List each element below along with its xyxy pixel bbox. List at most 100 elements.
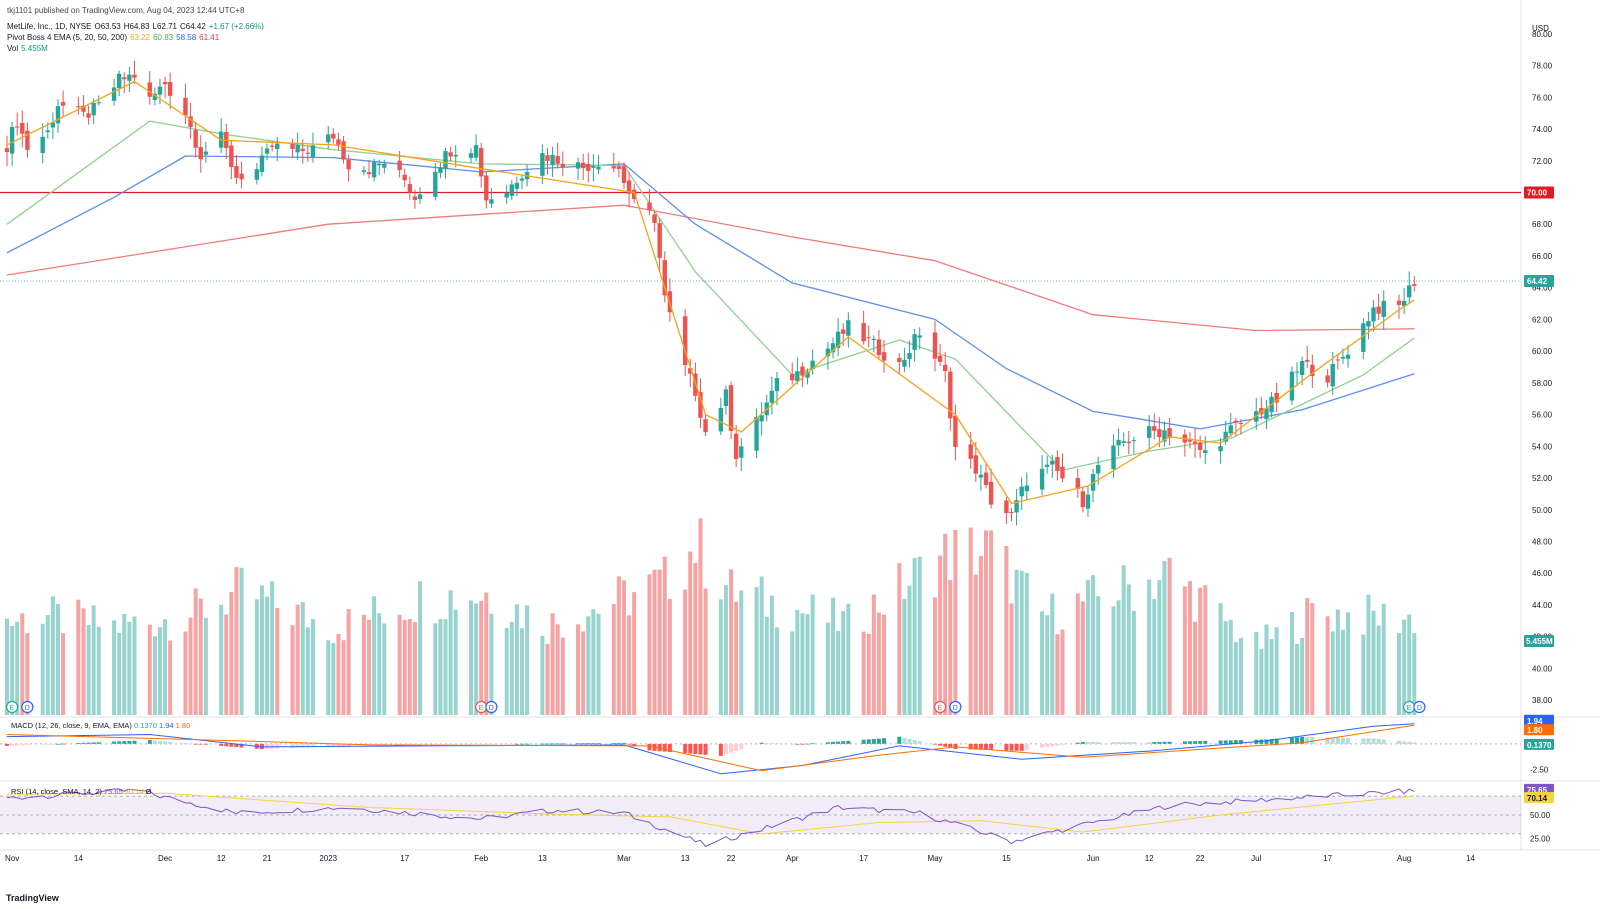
- candle-body: [1146, 426, 1152, 438]
- macd-hist-bar: [596, 743, 601, 744]
- macd-hist-bar: [1091, 741, 1096, 744]
- macd-hist-bar: [1193, 741, 1198, 744]
- volume-bar: [40, 623, 45, 715]
- volume-bar: [627, 615, 632, 715]
- candle-body: [1381, 300, 1386, 317]
- volume-bar: [790, 631, 795, 715]
- macd-hist-bar: [943, 743, 948, 747]
- volume-bar: [1228, 619, 1233, 715]
- volume-bar: [1060, 629, 1065, 715]
- macd-hist-bar: [718, 743, 723, 756]
- macd-hist-bar: [586, 743, 591, 745]
- macd-hist-bar: [382, 743, 387, 746]
- price-tick-label: 78.00: [1532, 62, 1553, 71]
- macd-hist-bar: [989, 743, 994, 750]
- candle-body: [1167, 428, 1172, 438]
- macd-hist-bar: [693, 743, 698, 754]
- symbol-name[interactable]: MetLife, Inc., 1D, NYSE: [7, 22, 92, 31]
- macd-hist-bar: [163, 741, 168, 744]
- volume-bar: [509, 621, 514, 715]
- macd-hist-bar: [61, 743, 66, 745]
- publish-info: tkj1101 published on TradingView.com, Au…: [7, 6, 245, 15]
- candle-body: [468, 153, 474, 159]
- volume-bar: [504, 627, 509, 715]
- candle-body: [76, 106, 81, 108]
- candle-body: [162, 81, 168, 85]
- volume-bar: [1162, 560, 1167, 715]
- candle-body: [412, 196, 418, 200]
- volume-bar: [540, 635, 545, 715]
- volume-bar: [1335, 609, 1340, 715]
- price-tick-label: 74.00: [1532, 125, 1553, 134]
- macd-hist-bar: [739, 743, 744, 750]
- volume-bar: [61, 633, 66, 715]
- macd-hist-bar: [331, 743, 336, 747]
- ema-legend[interactable]: Pivot Boss 4 EMA (5, 20, 50, 200) 63.22 60…: [7, 33, 222, 43]
- candle-body: [1019, 486, 1024, 497]
- macd-hist-bar: [769, 743, 774, 744]
- ema50-line: [6, 155, 1415, 430]
- macd-value-tag: [1524, 714, 1554, 726]
- tradingview-logo[interactable]: TradingView: [6, 893, 59, 903]
- date-tick-label: 13: [681, 854, 690, 863]
- volume-bar: [897, 563, 902, 715]
- volume-bar: [1187, 581, 1192, 715]
- macd-hist-bar: [525, 743, 530, 745]
- candle-body: [443, 151, 448, 169]
- candle-body: [1335, 359, 1341, 361]
- rsi-tick-label: 25.00: [1530, 835, 1551, 844]
- candle-body: [14, 126, 20, 128]
- volume-bar: [1152, 599, 1157, 715]
- macd-hist-bar: [275, 743, 280, 749]
- candle-body: [611, 166, 616, 169]
- macd-hist-bar: [290, 743, 295, 749]
- volume-bar: [989, 530, 994, 715]
- macd-hist-bar: [800, 743, 805, 745]
- macd-hist-bar: [55, 743, 60, 745]
- volume-bar: [50, 596, 55, 715]
- volume-bar: [718, 599, 723, 715]
- macd-hist-bar: [1295, 737, 1300, 744]
- date-tick-label: Apr: [786, 854, 799, 863]
- candle-body: [509, 184, 514, 196]
- volume-bar: [550, 613, 555, 715]
- macd-hist-bar: [560, 743, 565, 745]
- volume-bar: [438, 619, 443, 715]
- candle-body: [40, 136, 45, 153]
- volume-bar: [81, 608, 86, 715]
- volume-bar: [1366, 594, 1371, 715]
- volume-bar: [1040, 611, 1045, 715]
- volume-bar: [739, 590, 744, 715]
- candle-body: [943, 364, 948, 372]
- macd-hist-bar: [341, 743, 346, 747]
- volume-bar: [984, 530, 989, 715]
- volume-bar: [1254, 631, 1259, 715]
- macd-hist-bar: [616, 742, 621, 744]
- price-change: +1.67 (+2.66%): [208, 22, 264, 31]
- macd-hist-bar: [662, 743, 667, 752]
- macd-hist-bar: [1085, 741, 1090, 744]
- volume-bar: [270, 581, 275, 715]
- volume-bar: [229, 591, 234, 715]
- volume-legend[interactable]: Vol 5.455M: [7, 44, 51, 54]
- volume-bar: [1198, 587, 1203, 715]
- volume-bar: [774, 627, 779, 715]
- volume-bar: [254, 599, 259, 715]
- macd-hist-bar: [25, 743, 30, 746]
- candle-body: [1407, 285, 1412, 298]
- candle-body: [479, 148, 484, 177]
- candle-body: [407, 184, 413, 193]
- date-tick-label: Jun: [1087, 854, 1100, 863]
- macd-hist-bar: [897, 736, 902, 744]
- volume-bar: [15, 621, 20, 715]
- candle-body: [723, 389, 729, 406]
- macd-value-label: 1.80: [1527, 726, 1543, 735]
- macd-hist-bar: [1004, 743, 1009, 751]
- volume-bar: [754, 587, 759, 715]
- volume-bar: [693, 562, 698, 715]
- volume-bar: [683, 589, 688, 715]
- volume-bar: [1147, 579, 1152, 715]
- macd-hist-bar: [479, 743, 484, 745]
